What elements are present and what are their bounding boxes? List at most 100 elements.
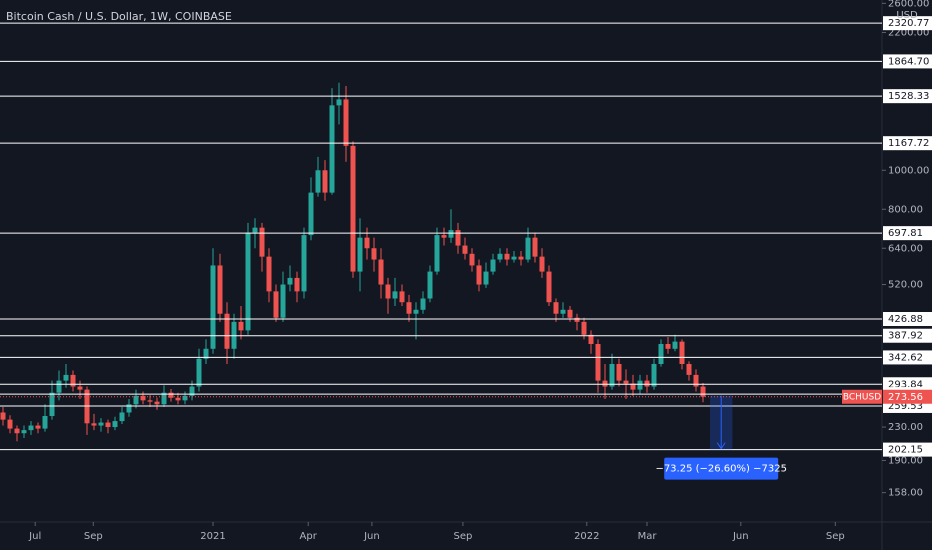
level-label-box xyxy=(883,312,932,327)
candle-body xyxy=(434,235,440,272)
x-tick-label: Sep xyxy=(826,531,845,542)
symbol-label: BCHUSD xyxy=(843,392,881,402)
level-label-box xyxy=(883,226,932,241)
level-label: 387.92 xyxy=(888,331,923,342)
plot: Jul Sep 2021 Apr Jun Sep 2022 Mar Jun Sep −73.25 (… xyxy=(0,22,882,542)
y-tick-label: 640.00 xyxy=(888,243,923,254)
x-tick-label: Apr xyxy=(300,531,318,542)
candle-body xyxy=(504,253,510,260)
level-label-box xyxy=(883,54,932,69)
candle-body xyxy=(322,170,328,193)
candle-body xyxy=(91,423,97,426)
candle-body xyxy=(21,430,27,434)
candle-body xyxy=(105,422,111,428)
candle-body xyxy=(616,363,622,381)
currency-label: USD xyxy=(896,10,918,21)
candle-body xyxy=(483,271,489,285)
candle-body xyxy=(420,298,426,310)
candle-body xyxy=(658,343,664,364)
candle-body xyxy=(371,248,377,260)
x-tick-label: Mar xyxy=(638,531,658,542)
candle-body xyxy=(147,400,153,402)
candle-body xyxy=(70,374,76,387)
candle-body xyxy=(364,237,370,249)
candle-body xyxy=(630,383,636,390)
chart-title: Bitcoin Cash / U.S. Dollar, 1W, COINBASE xyxy=(6,10,232,23)
candle-body xyxy=(133,395,139,405)
candle-body xyxy=(350,145,356,272)
candle-body xyxy=(385,284,391,299)
candle-body xyxy=(518,256,524,260)
symbol-label-box xyxy=(842,389,882,404)
x-tick-label: Sep xyxy=(84,531,103,542)
level-label: 342.62 xyxy=(888,352,923,363)
candle-body xyxy=(154,401,160,405)
price-label-box xyxy=(883,389,932,404)
candle-body xyxy=(196,358,202,387)
candle-body xyxy=(280,284,286,318)
candle-body xyxy=(644,380,650,387)
measure-label-box xyxy=(664,457,779,480)
candle-body xyxy=(266,256,272,292)
x-tick-label: 2021 xyxy=(200,531,225,542)
candle-body xyxy=(672,341,678,349)
candle-body xyxy=(7,419,13,429)
candle-body xyxy=(0,412,6,420)
candle-body xyxy=(98,422,104,426)
y-tick-label: 520.00 xyxy=(888,280,923,291)
x-tick-label: Jul xyxy=(28,531,41,542)
candle-body xyxy=(189,386,195,396)
candle-body xyxy=(595,343,601,381)
level-label-box xyxy=(883,328,932,343)
candle-body xyxy=(308,192,314,236)
y-tick-label: 190.00 xyxy=(888,455,923,466)
x-tick-label: Sep xyxy=(453,531,472,542)
candle-body xyxy=(63,374,69,381)
candle-body xyxy=(49,392,55,417)
candle-body xyxy=(224,313,230,349)
candle-body xyxy=(35,425,41,429)
candle-body xyxy=(497,253,503,260)
level-label: 426.88 xyxy=(888,314,923,325)
level-label: 2320.77 xyxy=(888,18,929,29)
candle-body xyxy=(273,291,279,318)
candle-body xyxy=(553,302,559,314)
candle-body xyxy=(679,341,685,364)
candle-body xyxy=(28,425,34,431)
candle-body xyxy=(329,105,335,193)
candle-body xyxy=(476,265,482,285)
candle-body xyxy=(112,421,118,428)
candle-body xyxy=(588,334,594,344)
candle-body xyxy=(609,363,615,387)
candle-body xyxy=(168,392,174,398)
candle-body xyxy=(511,256,517,260)
level-label: 1528.33 xyxy=(888,91,929,102)
candle-body xyxy=(252,227,258,233)
candle-body xyxy=(441,235,447,238)
candle-body xyxy=(693,374,699,387)
candle-body xyxy=(119,412,125,422)
candle-body xyxy=(287,277,293,285)
candle-body xyxy=(686,363,692,375)
candle-body xyxy=(217,265,223,314)
candle-body xyxy=(700,386,706,397)
candle-body xyxy=(469,253,475,266)
candle-body xyxy=(546,271,552,303)
candle-body xyxy=(315,170,321,193)
candle-body xyxy=(238,321,244,331)
level-label-box xyxy=(883,442,932,457)
y-tick-label: 800.00 xyxy=(888,204,923,215)
y-tick-label: 158.00 xyxy=(888,488,923,499)
candle-body xyxy=(574,317,580,322)
measure-label: −73.25 (−26.60%) −7325 xyxy=(655,464,787,475)
candle-body xyxy=(378,259,384,285)
candle-body xyxy=(448,230,454,238)
candle-body xyxy=(462,245,468,254)
candle-body xyxy=(427,271,433,299)
level-label: 259.53 xyxy=(888,401,923,412)
measure-arrow-head xyxy=(716,442,726,450)
level-label: 1167.72 xyxy=(888,138,929,149)
candle-body xyxy=(77,386,83,390)
price-label: 273.56 xyxy=(888,392,923,403)
